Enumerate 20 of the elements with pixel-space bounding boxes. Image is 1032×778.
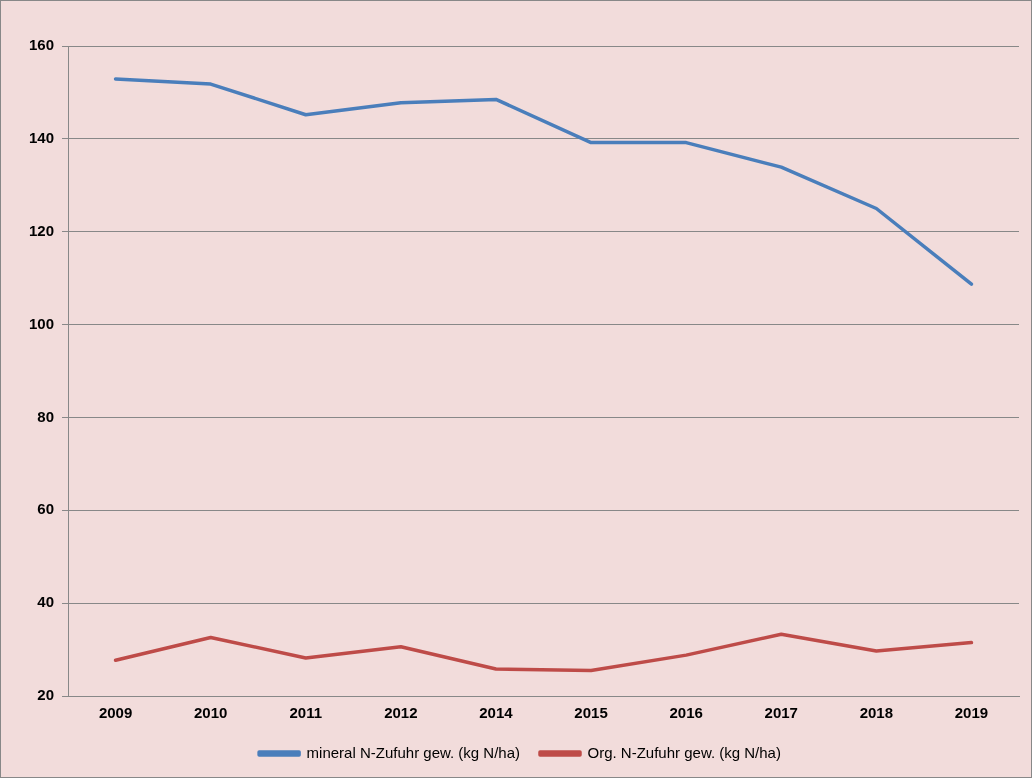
y-tick-label: 80 [37, 407, 55, 425]
y-tick-label: 160 [29, 36, 55, 54]
x-tick-label: 2015 [574, 704, 608, 722]
legend-label: mineral N-Zufuhr gew. (kg N/ha) [306, 743, 521, 761]
x-tick-label: 2017 [764, 704, 798, 722]
y-tick-label: 40 [37, 593, 55, 611]
x-tick-label: 2009 [98, 704, 133, 722]
y-tick-label: 140 [29, 129, 55, 146]
x-tick-label: 2012 [384, 704, 418, 722]
x-tick-label: 2014 [479, 704, 514, 722]
x-tick-label: 2010 [193, 704, 228, 722]
y-tick-label: 60 [37, 500, 55, 518]
x-tick-label: 2016 [669, 704, 703, 722]
y-tick-label: 100 [29, 314, 55, 332]
x-tick-label: 2018 [859, 704, 894, 722]
legend-label: Org. N-Zufuhr gew. (kg N/ha) [587, 743, 781, 761]
y-tick-label: 120 [29, 221, 55, 239]
y-tick-label: 20 [37, 686, 55, 704]
x-tick-label: 2019 [954, 704, 989, 722]
x-tick-label: 2011 [289, 704, 323, 722]
